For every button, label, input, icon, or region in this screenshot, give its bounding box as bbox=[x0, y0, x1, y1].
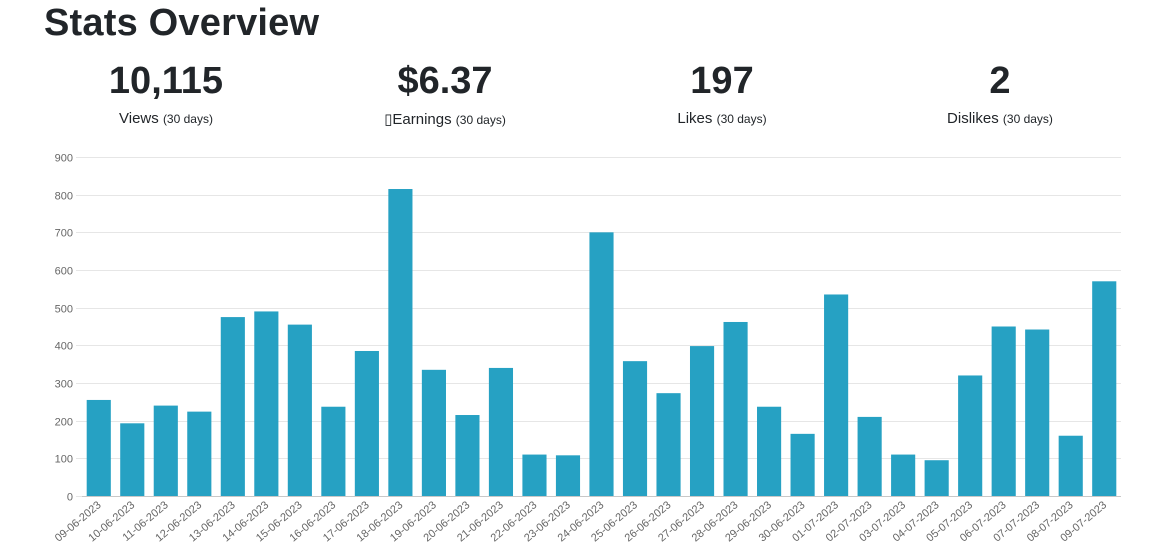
bar bbox=[723, 321, 748, 496]
stat-value: $6.37 bbox=[397, 60, 493, 102]
bar bbox=[421, 369, 446, 496]
y-tick-label: 700 bbox=[55, 228, 73, 240]
stat-period: (30 days) bbox=[162, 112, 213, 126]
stat-period: (30 days) bbox=[455, 113, 506, 127]
stat-views: 10,115 Views (30 days) bbox=[26, 58, 306, 127]
stat-label: ▯Earnings (30 days) bbox=[305, 110, 585, 128]
bar bbox=[1058, 435, 1083, 496]
stat-earnings: $6.37 ▯Earnings (30 days) bbox=[305, 58, 585, 128]
bar bbox=[790, 433, 815, 496]
bar bbox=[589, 232, 614, 497]
stat-period: (30 days) bbox=[1002, 112, 1053, 126]
bar bbox=[455, 415, 480, 496]
bar bbox=[757, 406, 782, 496]
y-tick-label: 300 bbox=[55, 379, 73, 391]
bar bbox=[891, 454, 916, 496]
y-tick-label: 600 bbox=[55, 266, 73, 278]
stat-label-text: Dislikes bbox=[947, 110, 999, 127]
y-tick-label: 800 bbox=[55, 191, 73, 203]
bar bbox=[120, 423, 145, 496]
stat-label: Dislikes (30 days) bbox=[860, 110, 1140, 127]
bar bbox=[187, 411, 212, 496]
bar bbox=[1092, 281, 1117, 496]
bar bbox=[656, 393, 681, 496]
stat-label-text: Likes bbox=[677, 110, 713, 127]
bar bbox=[824, 294, 849, 496]
y-tick-label: 200 bbox=[55, 417, 73, 429]
stat-dislikes: 2 Dislikes (30 days) bbox=[860, 58, 1140, 127]
bar bbox=[522, 454, 547, 496]
bar bbox=[488, 367, 514, 496]
y-tick-label: 900 bbox=[55, 153, 73, 165]
stat-value: 197 bbox=[690, 60, 754, 102]
page-title: Stats Overview bbox=[44, 2, 320, 44]
bar bbox=[321, 406, 346, 496]
y-tick-label: 100 bbox=[55, 454, 73, 466]
stat-label: Likes (30 days) bbox=[582, 110, 862, 127]
bar bbox=[924, 460, 949, 496]
bar bbox=[622, 361, 648, 496]
bar bbox=[220, 317, 245, 496]
y-tick-label: 400 bbox=[55, 341, 73, 353]
bar bbox=[689, 346, 715, 496]
bar bbox=[991, 326, 1016, 496]
bar bbox=[86, 399, 111, 496]
stat-period: (30 days) bbox=[716, 112, 767, 126]
stat-label-text: ▯Earnings bbox=[384, 111, 452, 128]
y-tick-label: 0 bbox=[67, 492, 73, 504]
stat-label-text: Views bbox=[119, 110, 159, 127]
y-tick-label: 500 bbox=[55, 304, 73, 316]
stat-value: 10,115 bbox=[108, 60, 224, 102]
stat-label: Views (30 days) bbox=[26, 110, 306, 127]
bar bbox=[254, 311, 279, 496]
stat-likes: 197 Likes (30 days) bbox=[582, 58, 862, 127]
bar bbox=[958, 375, 983, 496]
bar bbox=[153, 405, 178, 496]
bar bbox=[388, 189, 413, 496]
bar bbox=[1025, 329, 1050, 496]
bar bbox=[354, 350, 379, 496]
bar bbox=[287, 324, 312, 496]
stat-value: 2 bbox=[989, 60, 1011, 102]
bar bbox=[555, 455, 581, 496]
bar bbox=[857, 416, 882, 496]
